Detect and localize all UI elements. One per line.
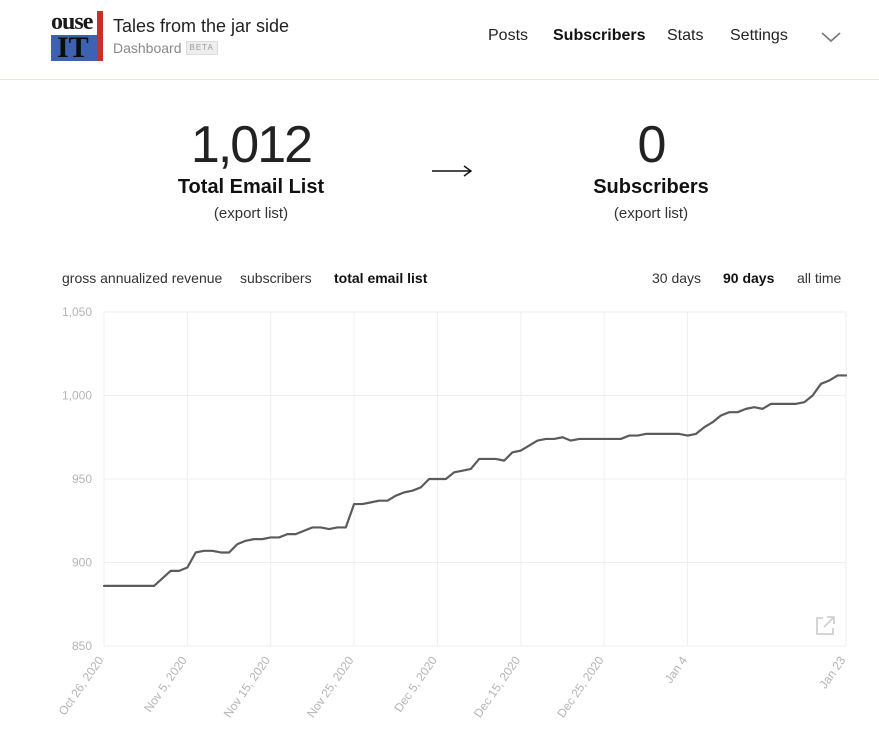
x-tick-label: Jan 4	[662, 653, 690, 685]
publication-logo[interactable]: ouse IT	[51, 11, 103, 61]
range-all-time[interactable]: all time	[797, 270, 842, 286]
tab-gross-annualized-revenue[interactable]: gross annualized revenue	[62, 270, 223, 286]
top-bar: ouse IT Tales from the jar side Dashboar…	[0, 0, 879, 80]
x-tick-label: Dec 15, 2020	[471, 653, 524, 720]
x-tick-label: Oct 26, 2020	[56, 653, 107, 718]
x-tick-label: Jan 23	[816, 653, 848, 691]
export-subscribers-link[interactable]: (export list)	[613, 205, 689, 222]
nav-settings[interactable]: Settings	[730, 27, 788, 44]
publication-title[interactable]: Tales from the jar side	[113, 16, 290, 36]
range-90-days[interactable]: 90 days	[723, 270, 775, 286]
y-tick-label: 1,000	[62, 389, 92, 403]
total-email-list-chart: 850 900 950 1,000 1,050 Oct 26, 2020 Nov 5, 2…	[56, 305, 849, 720]
x-tick-label: Nov 25, 2020	[304, 653, 357, 720]
x-tick-label: Nov 5, 2020	[141, 653, 190, 714]
x-tick-label: Dec 25, 2020	[554, 653, 607, 720]
y-tick-label: 950	[72, 472, 92, 486]
dashboard-label: Dashboard	[113, 40, 182, 56]
open-external-icon[interactable]	[813, 614, 837, 638]
x-tick-label: Nov 15, 2020	[221, 653, 274, 720]
y-tick-label: 1,050	[62, 305, 92, 319]
nav-posts[interactable]: Posts	[488, 27, 529, 44]
email-list-label: Total Email List	[177, 176, 325, 198]
tab-subscribers[interactable]: subscribers	[240, 270, 312, 286]
export-email-list-link[interactable]: (export list)	[213, 205, 289, 222]
x-tick-label: Dec 5, 2020	[391, 653, 440, 714]
long-right-arrow-icon	[432, 165, 473, 177]
beta-badge: BETA	[185, 41, 218, 55]
subscribers-count: 0	[637, 116, 667, 174]
chevron-down-icon[interactable]	[820, 30, 842, 44]
logo-text-bottom: IT	[57, 31, 89, 61]
dashboard-subtitle: Dashboard BETA	[113, 40, 218, 56]
tab-total-email-list[interactable]: total email list	[334, 270, 428, 286]
email-list-count: 1,012	[190, 116, 313, 174]
series-line-total-email-list	[102, 374, 848, 587]
y-tick-label: 850	[72, 639, 92, 653]
range-30-days[interactable]: 30 days	[652, 270, 702, 286]
nav-subscribers[interactable]: Subscribers	[553, 27, 646, 44]
logo-text-top: ouse	[51, 11, 93, 35]
subscribers-label: Subscribers	[593, 176, 709, 198]
y-tick-label: 900	[72, 556, 92, 570]
nav-stats[interactable]: Stats	[667, 27, 704, 44]
